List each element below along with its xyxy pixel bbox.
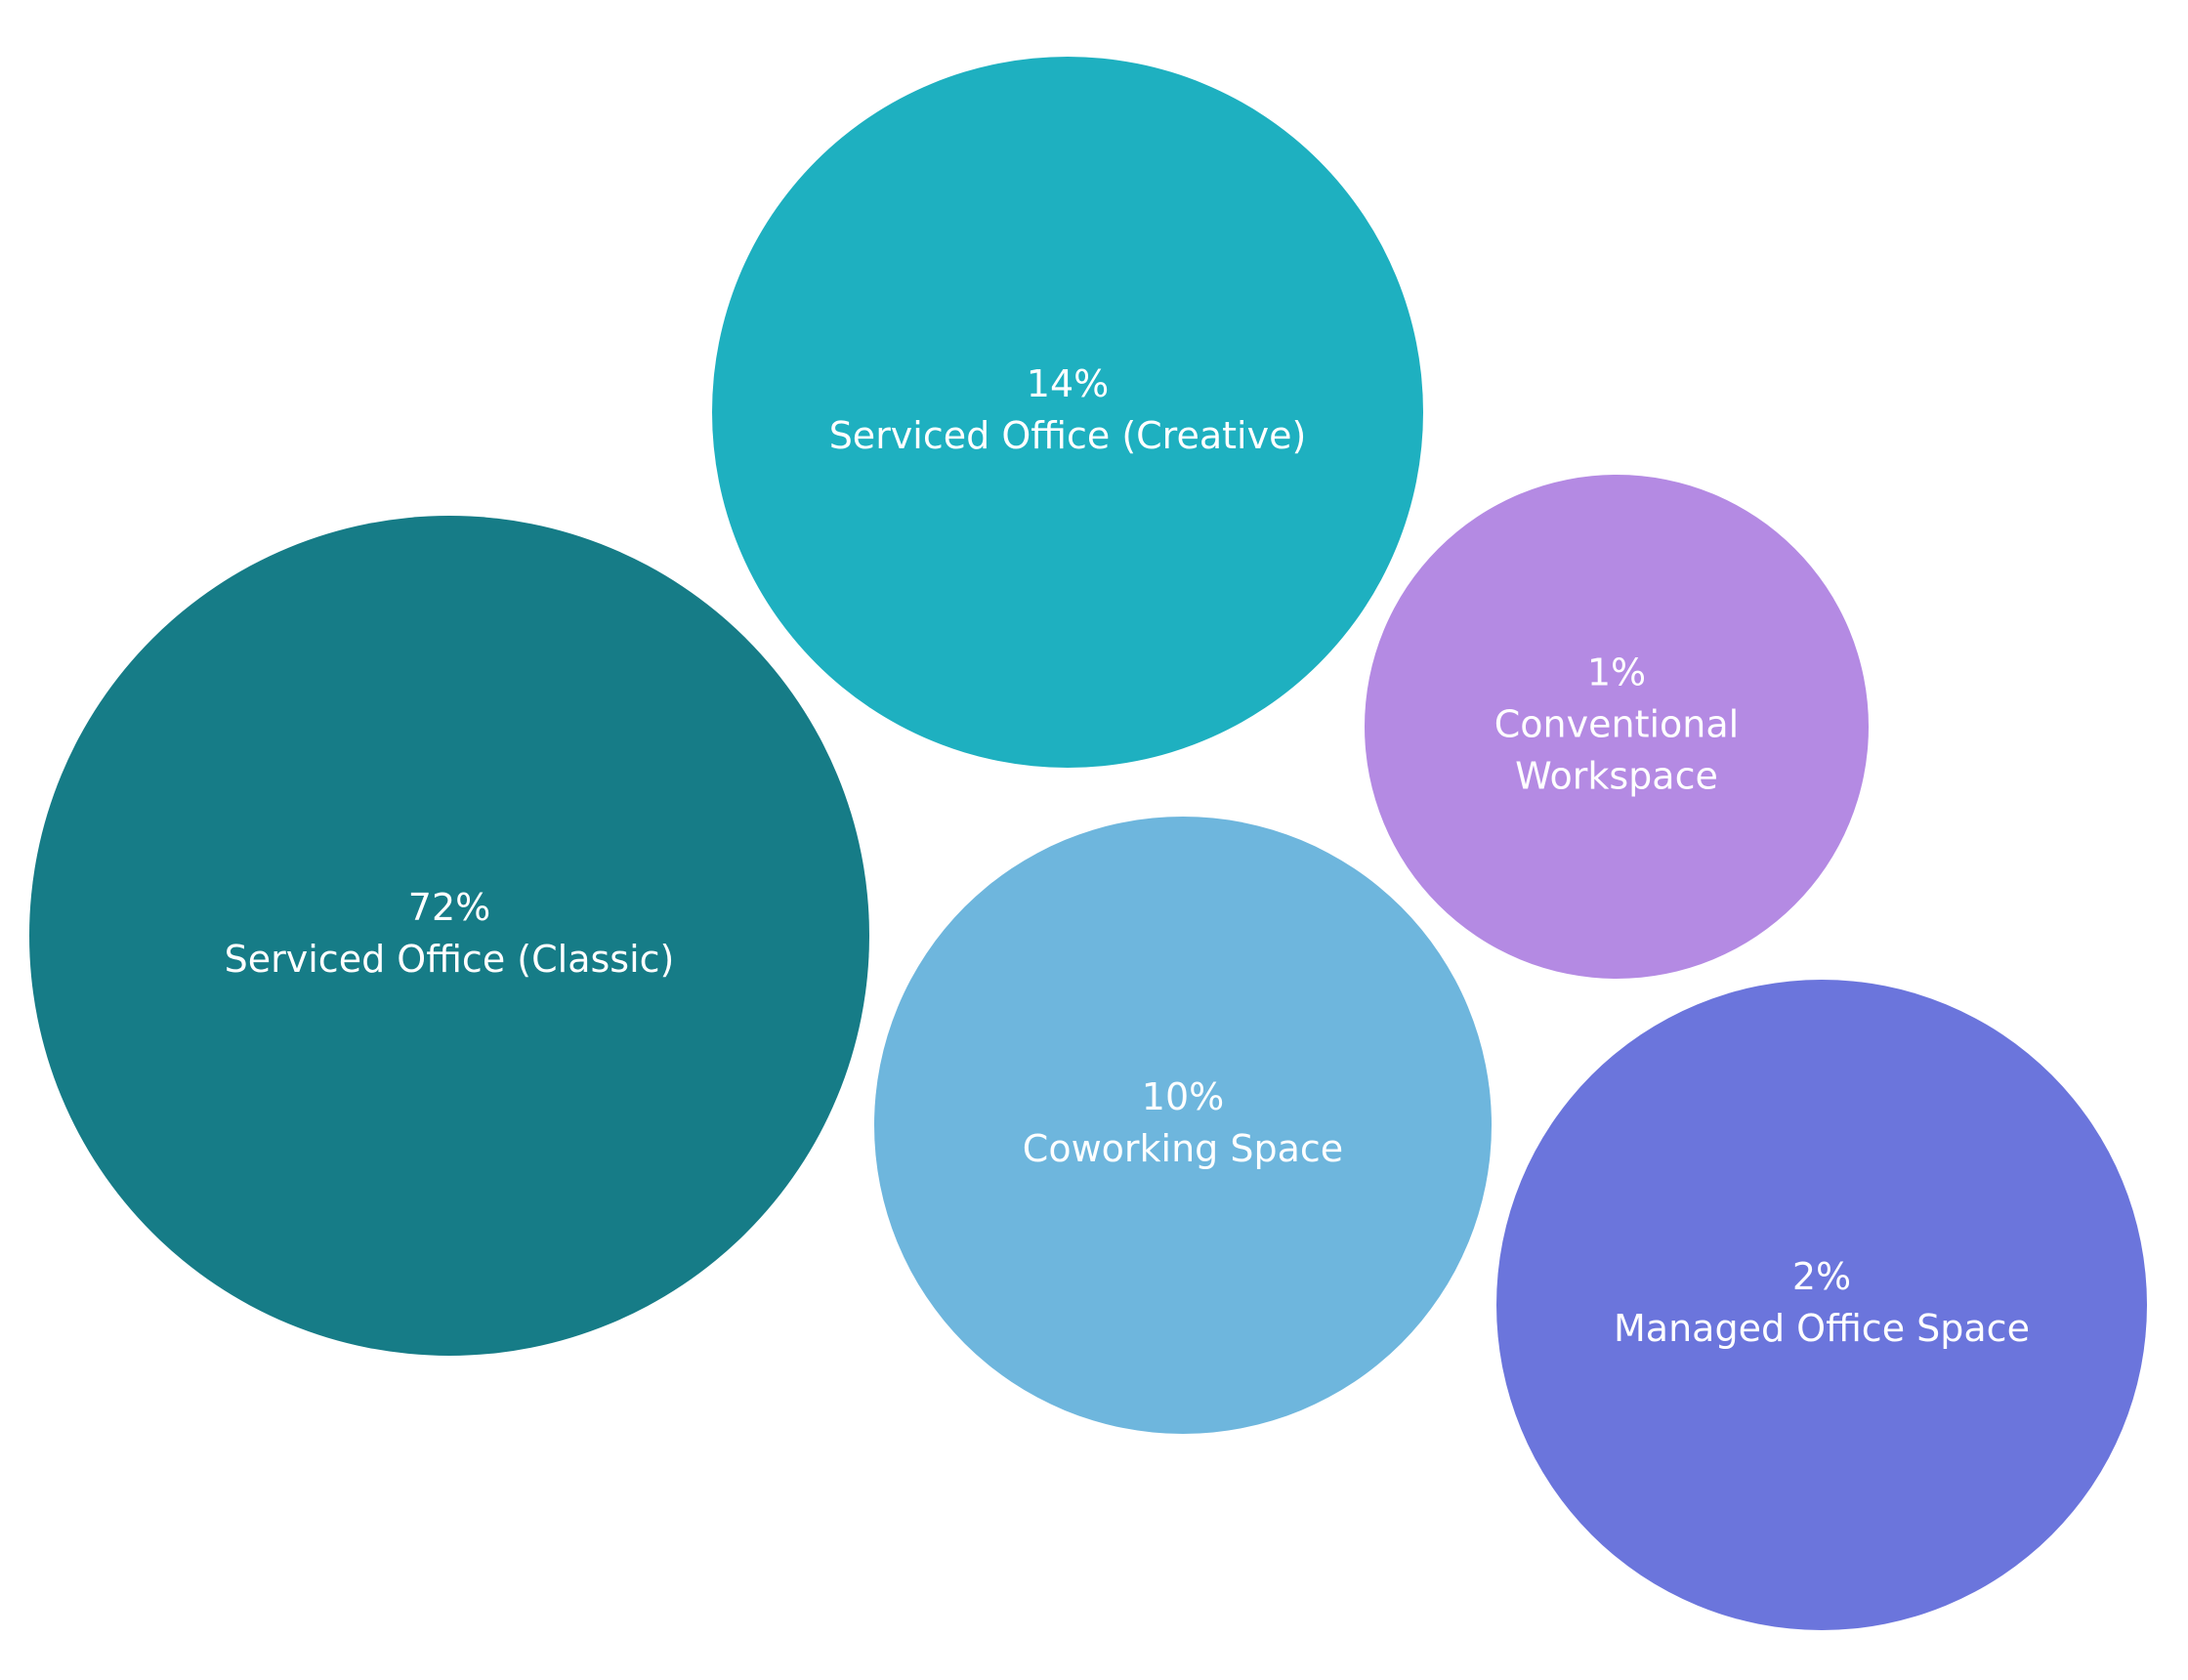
- bubble-value-label: 10%: [1142, 1075, 1224, 1118]
- bubble-value-label: 1%: [1587, 651, 1646, 694]
- bubble-circle-serviced-office-classic: [29, 516, 869, 1356]
- bubble-name-label: Serviced Office (Classic): [225, 938, 675, 981]
- bubble-serviced-office-classic: 72% Serviced Office (Classic): [29, 516, 869, 1356]
- bubble-name-label: Conventional: [1494, 703, 1739, 746]
- bubble-name-label: Coworking Space: [1023, 1127, 1343, 1170]
- bubble-circle-coworking-space: [874, 817, 1492, 1434]
- bubble-circle-managed-office-space: [1496, 980, 2147, 1630]
- bubble-managed-office-space: 2% Managed Office Space: [1496, 980, 2147, 1630]
- bubble-coworking-space: 10% Coworking Space: [874, 817, 1492, 1434]
- bubble-name-label: Serviced Office (Creative): [829, 414, 1307, 457]
- bubble-value-label: 14%: [1027, 362, 1109, 405]
- bubble-value-label: 72%: [408, 886, 490, 929]
- bubble-value-label: 2%: [1792, 1255, 1851, 1298]
- bubble-name-label: Managed Office Space: [1614, 1307, 2030, 1350]
- bubble-circle-serviced-office-creative: [712, 57, 1423, 768]
- bubble-circle-conventional-workspace: [1365, 475, 1869, 979]
- bubble-name-label: Workspace: [1515, 755, 1718, 798]
- bubble-conventional-workspace: 1% Conventional Workspace: [1365, 475, 1869, 979]
- bubble-serviced-office-creative: 14% Serviced Office (Creative): [712, 57, 1423, 768]
